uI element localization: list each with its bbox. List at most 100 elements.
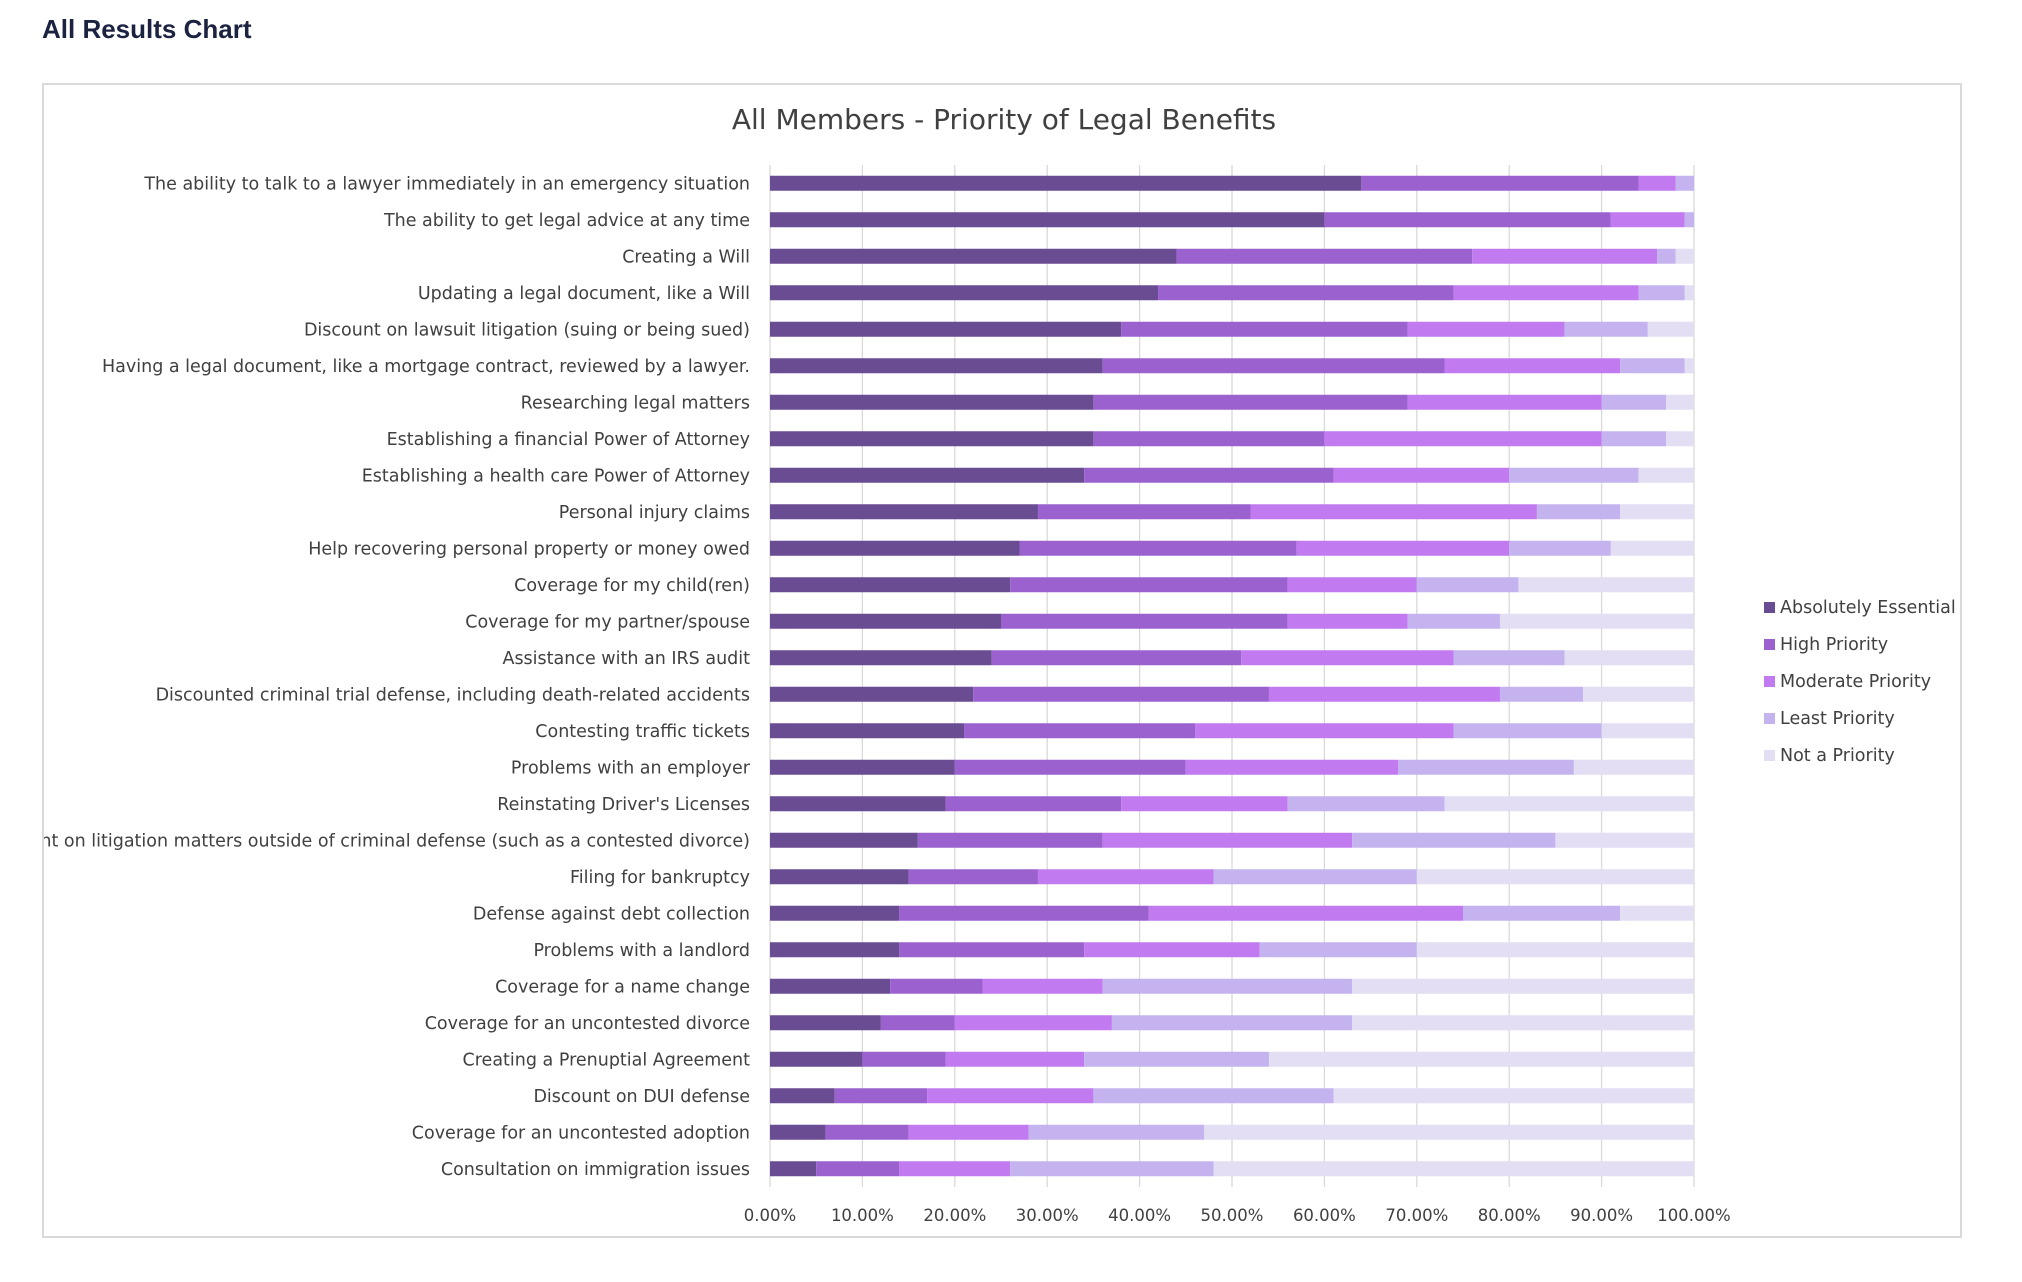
bar-segment [770,358,1103,374]
bar-segment [1296,540,1510,556]
bar-segment [1638,467,1694,483]
bar-segment [1259,942,1417,958]
bar-segment [1019,540,1297,556]
legend: Absolutely Essential High Priority Moderat… [1764,598,1956,766]
bar-segment [1666,431,1694,447]
bar-segment [770,321,1122,337]
bar-segment [1675,248,1694,264]
bar-segment [1121,796,1288,812]
bar-segment [1463,905,1621,921]
bar-segment [1499,686,1584,702]
bar-segment [1324,431,1602,447]
bar-segment [770,905,900,921]
bar-segment [1657,248,1676,264]
bar-segment [862,1051,946,1067]
category-label: Defense against debt collection [473,904,750,924]
bar-segment [917,832,1103,848]
category-label: Updating a legal document, like a Will [418,284,750,304]
bar-segment [1324,212,1611,228]
bar-segment [770,686,974,702]
bar-segment [1684,285,1694,301]
bar-segment [1601,723,1694,739]
bar-segment [945,796,1122,812]
category-label: Discount on litigation matters outside o… [44,831,750,851]
x-tick-label: 20.00% [923,1206,986,1225]
bar-segment [1675,175,1694,191]
bar-segment [1620,905,1694,921]
legend-label: Moderate Priority [1780,672,1931,692]
category-label: Coverage for an uncontested adoption [412,1123,750,1143]
bar-segment [1010,577,1288,593]
category-label: Having a legal document, like a mortgage… [102,357,750,377]
bar-segment [945,1051,1085,1067]
category-label: Discounted criminal trial defense, inclu… [156,685,750,705]
bar-segment [1564,650,1694,666]
bar-segment [1195,723,1454,739]
bar-segment [770,1124,826,1140]
x-tick-label: 50.00% [1201,1206,1264,1225]
bar-segment [1028,1124,1205,1140]
bar-segment [1148,905,1463,921]
bar-segment [1287,613,1408,629]
bar-segment [825,1124,909,1140]
bar-segment [1416,577,1519,593]
bar-segment [770,869,909,885]
category-label: Creating a Prenuptial Agreement [463,1050,751,1070]
bar-segment [1573,759,1694,775]
x-tick-label: 80.00% [1478,1206,1541,1225]
grid-layer [769,165,1695,1187]
bar-segment [1416,942,1694,958]
bar-segment [890,978,983,994]
bar-segment [1102,358,1445,374]
bar-segment [1102,978,1353,994]
bar-segment [1001,613,1288,629]
bar-segment [908,1124,1029,1140]
category-label: The ability to get legal advice at any t… [383,211,750,231]
bar-segment [1638,285,1685,301]
bar-segment [816,1161,900,1177]
bar-segment [1610,540,1694,556]
bar-segment [1037,869,1214,885]
bar-layer [770,175,1694,1177]
bar-segment [1213,869,1417,885]
category-label: Filing for bankruptcy [570,868,750,888]
category-labels: The ability to talk to a lawyer immediat… [44,174,751,1180]
bar-segment [770,504,1038,520]
bar-segment [770,577,1011,593]
bar-segment [770,942,900,958]
category-label: Reinstating Driver's Licenses [497,795,750,815]
bar-segment [770,832,918,848]
bar-segment [1684,358,1694,374]
category-label: Consultation on immigration issues [441,1160,750,1180]
bar-segment [1093,431,1325,447]
bar-segment [1084,942,1260,958]
bar-segment [770,613,1001,629]
legend-swatch [1764,750,1775,761]
bar-segment [770,796,946,812]
legend-label: Not a Priority [1780,746,1895,766]
category-label: Coverage for my partner/spouse [465,612,750,632]
bar-segment [770,650,992,666]
x-tick-label: 90.00% [1570,1206,1633,1225]
bar-segment [1453,285,1639,301]
bar-segment [1444,796,1694,812]
bar-segment [1352,832,1556,848]
category-label: Establishing a health care Power of Atto… [362,466,750,486]
bar-segment [1102,832,1353,848]
legend-label: Absolutely Essential [1780,598,1956,618]
bar-segment [1647,321,1694,337]
bar-segment [770,1015,881,1031]
bar-segment [770,467,1085,483]
bar-segment [1111,1015,1353,1031]
bar-segment [770,1161,817,1177]
bar-segment [1518,577,1694,593]
category-label: Creating a Will [622,247,750,267]
bar-segment [770,248,1177,264]
bar-segment [1287,796,1445,812]
bar-segment [770,394,1094,410]
bar-segment [770,175,1362,191]
bar-segment [1121,321,1408,337]
bar-segment [964,723,1196,739]
x-tick-label: 0.00% [744,1206,796,1225]
x-axis-ticks: 0.00% 10.00% 20.00% 30.00% 40.00% 50.00% 60.00… [744,1206,1731,1225]
